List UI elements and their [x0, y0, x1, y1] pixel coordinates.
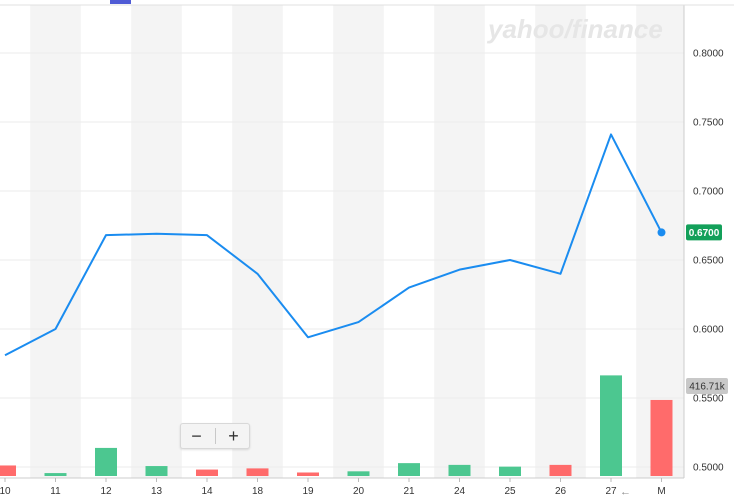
volume-bar[interactable] [44, 473, 67, 476]
volume-badge-label: 416.71k [689, 382, 726, 393]
y-tick-label: 0.6000 [693, 325, 724, 336]
band [333, 5, 384, 478]
volume-bar[interactable] [448, 464, 471, 476]
band [636, 5, 684, 478]
x-tick-label: 25 [504, 486, 516, 497]
x-tick-label: 10 [0, 486, 11, 497]
volume-bar[interactable] [499, 466, 521, 476]
x-tick-label: 27 [605, 486, 617, 497]
volume-bar[interactable] [246, 468, 269, 476]
zoom-divider [214, 428, 216, 444]
x-tick-label: 26 [555, 486, 567, 497]
y-tick-label: 0.8000 [693, 49, 724, 60]
y-tick-label: 0.5500 [693, 394, 724, 405]
y-tick-label: 0.7000 [693, 187, 724, 198]
yahoo-finance-watermark: yahoo/finance [486, 14, 663, 44]
last-price-marker[interactable] [657, 228, 666, 237]
price-line [4, 133, 663, 357]
x-tick-label: 20 [353, 486, 365, 497]
volume-bar[interactable] [549, 464, 572, 476]
price-badge [686, 224, 722, 241]
y-tick-label: 0.5000 [693, 463, 724, 474]
range-indicator [110, 0, 131, 4]
left-arrow-icon[interactable]: ← [620, 486, 631, 498]
x-tick-label: 18 [252, 486, 264, 497]
x-tick-label: 19 [302, 486, 314, 497]
x-tick-label: 12 [100, 486, 112, 497]
zoom-in-button[interactable]: + [228, 426, 239, 446]
volume-bar[interactable] [95, 447, 117, 476]
band [30, 5, 81, 478]
volume-badge [686, 378, 728, 394]
x-tick-label: 14 [201, 486, 213, 497]
price-badge-label: 0.6700 [689, 228, 720, 239]
x-tick-label: M [657, 486, 665, 497]
band [232, 5, 283, 478]
x-tick-label: 11 [50, 486, 61, 497]
zoom-control: − + [180, 423, 250, 449]
volume-bar[interactable] [196, 469, 218, 476]
x-tick-label: 13 [151, 486, 163, 497]
volume-bar[interactable] [297, 472, 319, 476]
volume-bar[interactable] [650, 399, 673, 476]
band [131, 5, 182, 478]
volume-bar[interactable] [0, 465, 16, 476]
y-tick-label: 0.6500 [693, 256, 724, 267]
band [434, 5, 485, 478]
volume-bar[interactable] [347, 471, 370, 476]
volume-bar[interactable] [145, 466, 168, 476]
x-tick-label: 24 [454, 486, 466, 497]
x-tick-label: 21 [403, 486, 415, 497]
band [535, 5, 586, 478]
zoom-out-button[interactable]: − [191, 426, 202, 446]
volume-bar[interactable] [398, 463, 420, 476]
y-tick-label: 0.7500 [693, 118, 724, 129]
volume-bar[interactable] [600, 375, 622, 476]
